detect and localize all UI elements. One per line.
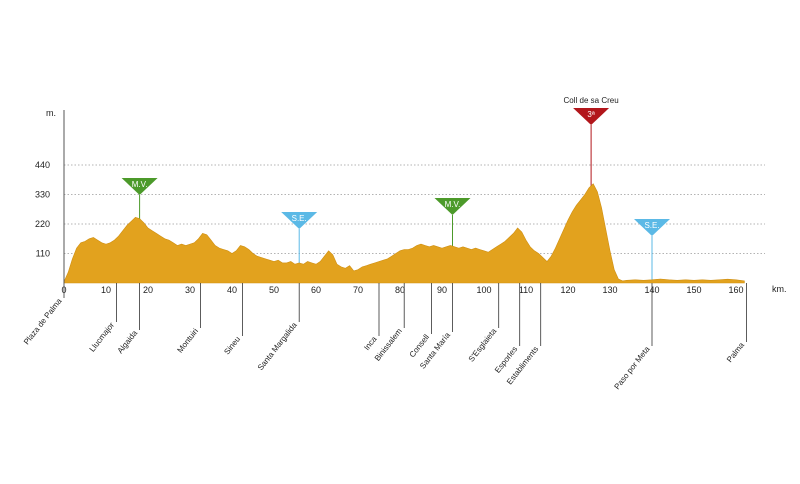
place-label: Sineu	[222, 335, 242, 357]
place-label: Plaza de Palma	[22, 296, 64, 346]
x-tick-label: 80	[395, 285, 405, 295]
x-tick-label: 110	[519, 285, 533, 295]
place-label: Binissalem	[373, 326, 404, 362]
place-label: Llucmajor	[88, 320, 117, 353]
marker-label: S.E.	[292, 214, 307, 223]
place-label: Palma	[725, 340, 746, 364]
y-tick-label: 110	[36, 249, 50, 259]
x-tick-label: 70	[353, 285, 363, 295]
marker-title: Coll de sa Creu	[564, 96, 619, 105]
marker-label: 3ª	[587, 110, 594, 119]
x-tick-label: 30	[185, 285, 195, 295]
y-tick-label: 440	[35, 160, 50, 170]
place-label: Algaida	[116, 328, 140, 355]
marker-triangle	[281, 212, 318, 229]
x-tick-label: 150	[686, 285, 701, 295]
place-label: Inca	[362, 334, 379, 352]
place-label: Paso por Meta	[612, 344, 651, 391]
x-tick-label: 100	[476, 285, 491, 295]
marker-triangle	[634, 219, 670, 236]
marker-label: M.V.	[445, 200, 461, 209]
marker-triangle	[434, 198, 471, 215]
x-tick-label: 20	[143, 285, 153, 295]
x-tick-label: 50	[269, 285, 279, 295]
profile-area	[63, 183, 745, 284]
x-axis-unit-label: km.	[772, 284, 787, 294]
marker-triangle	[573, 108, 610, 125]
marker-label: S.E.	[644, 221, 659, 230]
marker-label: M.V.	[132, 180, 148, 189]
x-tick-label: 10	[101, 285, 111, 295]
x-tick-label: 40	[227, 285, 237, 295]
y-tick-label: 330	[35, 190, 50, 200]
x-tick-label: 160	[728, 285, 743, 295]
x-tick-label: 120	[560, 285, 575, 295]
place-label: Santa Margalida	[256, 320, 299, 372]
x-tick-label: 90	[437, 285, 447, 295]
x-tick-label: 60	[311, 285, 321, 295]
place-label: S'Esglaieta	[467, 326, 499, 363]
y-axis-unit-label: m.	[46, 108, 56, 118]
x-tick-label: 130	[602, 285, 617, 295]
place-label: Montuiri	[175, 327, 200, 355]
marker-triangle	[121, 178, 158, 195]
y-tick-label: 220	[35, 219, 50, 229]
